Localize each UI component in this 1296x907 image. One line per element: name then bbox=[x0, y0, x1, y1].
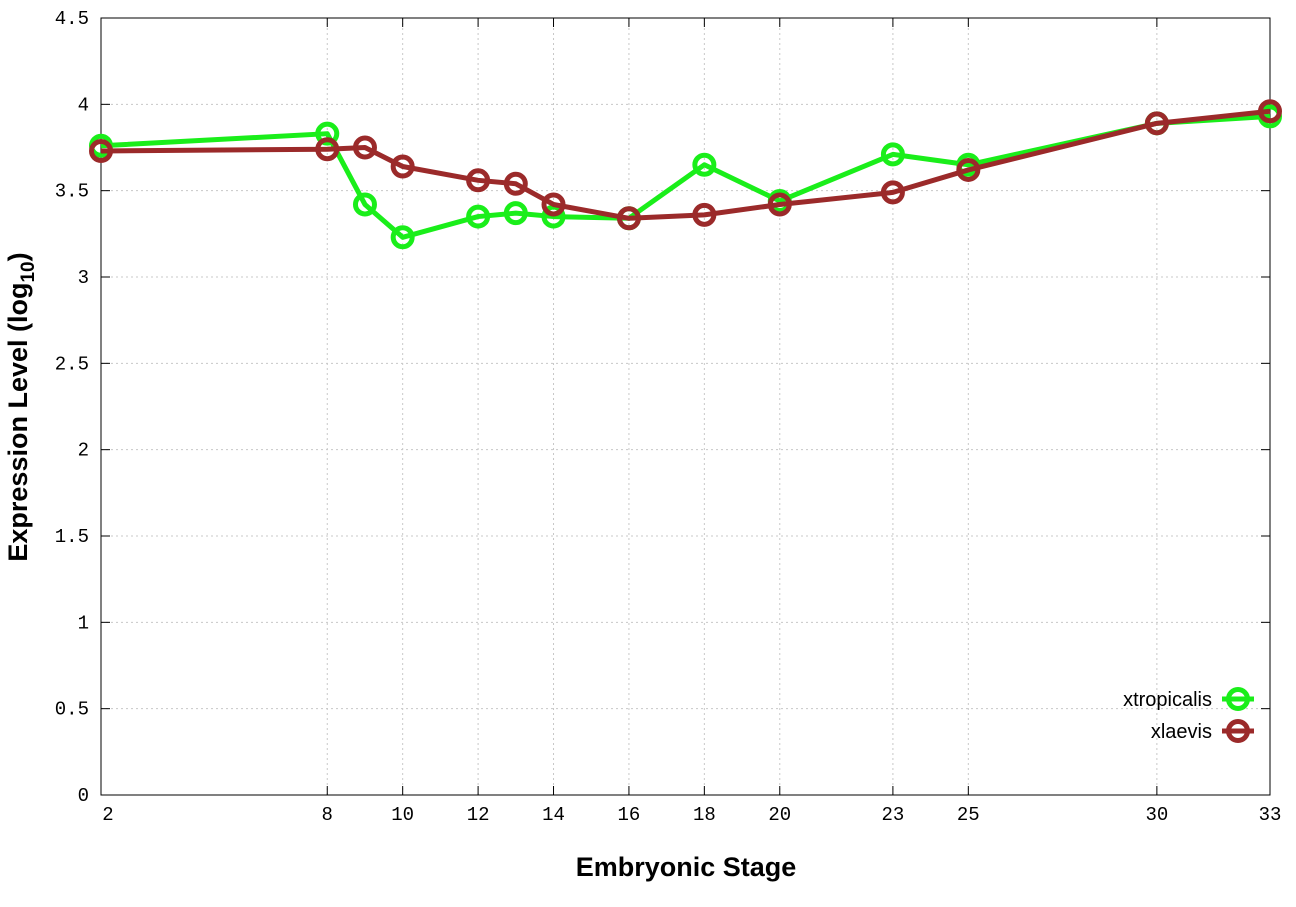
data-point-xlaevis bbox=[390, 154, 415, 179]
x-tick-label: 10 bbox=[391, 804, 414, 826]
series-xlaevis bbox=[89, 99, 1282, 231]
data-point-xtropicalis bbox=[692, 152, 717, 177]
y-tick-label: 3 bbox=[78, 267, 89, 289]
legend-label-xtropicalis: xtropicalis bbox=[1123, 689, 1212, 711]
y-tick-label: 1 bbox=[78, 612, 89, 634]
plot-frame bbox=[100, 17, 1271, 796]
data-point-xlaevis bbox=[1258, 99, 1282, 124]
x-tick-label: 2 bbox=[102, 804, 113, 826]
series-xtropicalis bbox=[89, 104, 1282, 250]
x-tick-label: 16 bbox=[618, 804, 641, 826]
data-point-xlaevis bbox=[466, 168, 491, 193]
legend-marker-xlaevis bbox=[1226, 719, 1250, 743]
y-axis-label-sub: 10 bbox=[18, 261, 39, 282]
x-tick-label: 25 bbox=[957, 804, 980, 826]
data-point-xlaevis bbox=[89, 138, 113, 163]
y-tick-label: 0.5 bbox=[55, 699, 89, 721]
y-axis-label: Expression Level (log10) bbox=[3, 252, 39, 561]
y-tick-label: 4 bbox=[78, 94, 89, 116]
data-point-xlaevis bbox=[352, 135, 377, 160]
data-point-xlaevis bbox=[616, 206, 641, 231]
data-point-xtropicalis bbox=[466, 204, 491, 229]
data-point-xlaevis bbox=[541, 192, 566, 217]
y-axis-label-main: Expression Level (log bbox=[3, 283, 33, 562]
data-point-xlaevis bbox=[1144, 111, 1169, 136]
data-point-xlaevis bbox=[315, 137, 340, 162]
legend-label-xlaevis: xlaevis bbox=[1151, 721, 1212, 743]
legend: xtropicalis xlaevis bbox=[1123, 687, 1254, 743]
data-point-xlaevis bbox=[692, 202, 717, 227]
data-point-xtropicalis bbox=[880, 142, 905, 167]
x-tick-label: 14 bbox=[542, 804, 565, 826]
data-point-xlaevis bbox=[767, 192, 792, 217]
y-tick-label: 2.5 bbox=[55, 353, 89, 375]
data-point-xlaevis bbox=[956, 157, 981, 182]
data-point-xlaevis bbox=[503, 171, 528, 196]
data-point-xtropicalis bbox=[390, 225, 415, 250]
series-line-xtropicalis bbox=[100, 113, 1271, 240]
x-tick-label: 12 bbox=[467, 804, 490, 826]
x-axis-label: Embryonic Stage bbox=[576, 852, 797, 882]
series-group bbox=[89, 99, 1282, 250]
series-line-xlaevis bbox=[100, 108, 1271, 221]
data-point-xtropicalis bbox=[352, 192, 377, 217]
data-point-xtropicalis bbox=[541, 204, 566, 229]
y-tick-label: 1.5 bbox=[55, 526, 89, 548]
y-tick-label: 0 bbox=[78, 785, 89, 807]
y-tick-label: 4.5 bbox=[55, 8, 89, 30]
data-point-xlaevis bbox=[880, 180, 905, 205]
y-tick-label: 3.5 bbox=[55, 181, 89, 203]
axis-ticks: 0 0.5 1 1.5 2 2.5 3 3.5 4 4.5 2 8 10 12 14 16 18 20 23 25 30… bbox=[55, 8, 1282, 826]
x-tick-label: 18 bbox=[693, 804, 716, 826]
x-tick-label: 33 bbox=[1259, 804, 1282, 826]
x-tick-label: 8 bbox=[322, 804, 333, 826]
data-point-xtropicalis bbox=[315, 121, 340, 146]
x-tick-label: 30 bbox=[1145, 804, 1168, 826]
data-point-xtropicalis bbox=[503, 201, 528, 226]
legend-marker-xtropicalis bbox=[1226, 687, 1250, 711]
y-axis-label-end: ) bbox=[3, 252, 33, 261]
x-tick-label: 20 bbox=[768, 804, 791, 826]
y-tick-label: 2 bbox=[78, 440, 89, 462]
x-tick-label: 23 bbox=[881, 804, 904, 826]
